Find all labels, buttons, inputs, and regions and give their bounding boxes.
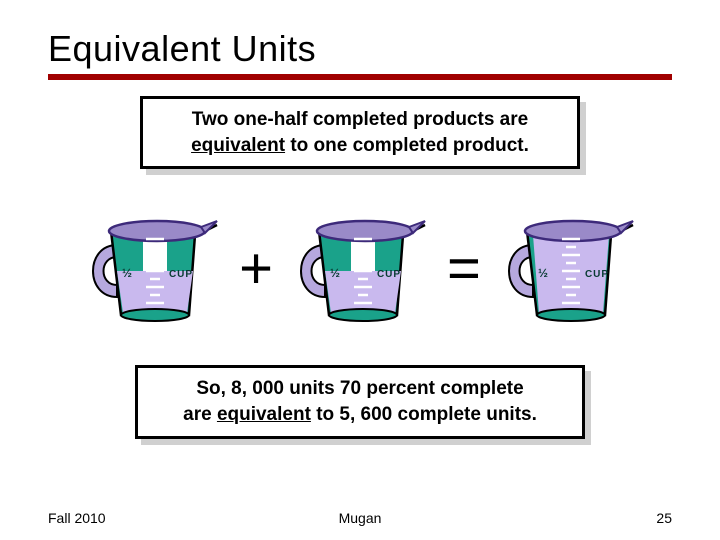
measuring-cup-left: ½ CUP bbox=[77, 209, 227, 329]
callout-box-top: Two one-half completed products are equi… bbox=[140, 96, 580, 169]
svg-text:CUP: CUP bbox=[585, 269, 609, 280]
callout-text-top: Two one-half completed products are equi… bbox=[163, 107, 557, 158]
svg-text:CUP: CUP bbox=[169, 269, 193, 280]
slide: Equivalent Units Two one-half completed … bbox=[0, 0, 720, 540]
text-rest: to 5, 600 complete units. bbox=[311, 404, 537, 425]
measuring-cup-middle: ½ CUP bbox=[285, 209, 435, 329]
box-front: Two one-half completed products are equi… bbox=[140, 96, 580, 169]
text-rest: to one completed product. bbox=[285, 135, 529, 156]
text-underlined: equivalent bbox=[217, 404, 311, 425]
text-line: So, 8, 000 units 70 percent complete bbox=[196, 378, 523, 399]
footer-right: 25 bbox=[656, 510, 672, 526]
text-underlined: equivalent bbox=[191, 135, 285, 156]
equals-operator: = bbox=[443, 240, 485, 298]
title-rule bbox=[48, 74, 672, 80]
footer: Fall 2010 Mugan 25 bbox=[48, 510, 672, 526]
footer-center: Mugan bbox=[339, 510, 382, 526]
page-title: Equivalent Units bbox=[48, 28, 672, 70]
svg-text:CUP: CUP bbox=[377, 269, 401, 280]
plus-operator: + bbox=[235, 240, 277, 298]
footer-left: Fall 2010 bbox=[48, 510, 106, 526]
callout-text-bottom: So, 8, 000 units 70 percent complete are… bbox=[158, 376, 562, 427]
svg-text:½: ½ bbox=[538, 266, 548, 280]
text-prefix: are bbox=[183, 404, 217, 425]
svg-text:½: ½ bbox=[330, 266, 340, 280]
box-front: So, 8, 000 units 70 percent complete are… bbox=[135, 365, 585, 438]
text-line: Two one-half completed products are bbox=[192, 109, 528, 130]
svg-text:½: ½ bbox=[122, 266, 132, 280]
measuring-cup-right: ½ CUP bbox=[493, 209, 643, 329]
callout-box-bottom: So, 8, 000 units 70 percent complete are… bbox=[135, 365, 585, 438]
equation-row: ½ CUP + ½ CUP = ½ CUP bbox=[48, 209, 672, 329]
title-block: Equivalent Units bbox=[48, 28, 672, 80]
